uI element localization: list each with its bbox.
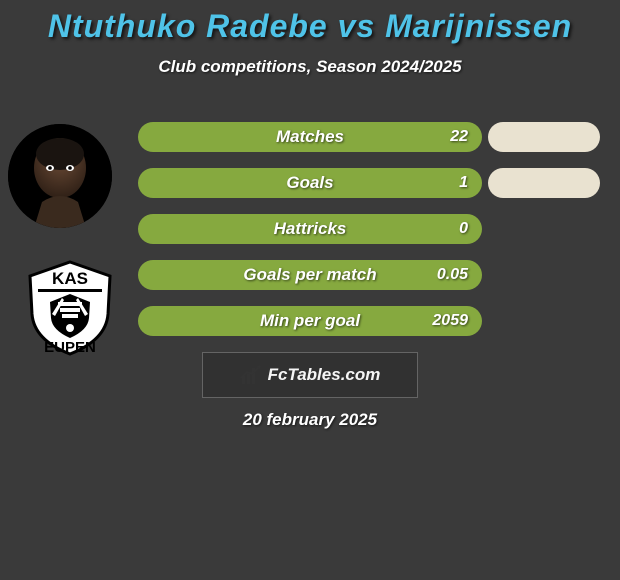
opponent-pill bbox=[488, 168, 600, 198]
stat-bar: Hattricks0 bbox=[138, 214, 482, 244]
svg-text:KAS: KAS bbox=[52, 269, 88, 288]
chart-icon bbox=[240, 364, 262, 386]
opponent-pill bbox=[488, 122, 600, 152]
stat-value: 1 bbox=[459, 168, 468, 198]
stat-value: 22 bbox=[450, 122, 468, 152]
avatar-placeholder-icon bbox=[8, 124, 112, 228]
stat-bar: Matches22 bbox=[138, 122, 482, 152]
stat-bar: Min per goal2059 bbox=[138, 306, 482, 336]
opponent-pills bbox=[488, 122, 600, 352]
player-avatar bbox=[8, 124, 112, 228]
club-badge-icon: KAS EUPEN bbox=[20, 258, 120, 358]
stat-bar: Goals per match0.05 bbox=[138, 260, 482, 290]
stat-value: 2059 bbox=[432, 306, 468, 336]
stat-bar: Goals1 bbox=[138, 168, 482, 198]
page-title: Ntuthuko Radebe vs Marijnissen bbox=[0, 0, 620, 45]
footer-brand-text: FcTables.com bbox=[268, 365, 381, 385]
club-badge: KAS EUPEN bbox=[20, 258, 120, 358]
svg-text:EUPEN: EUPEN bbox=[44, 339, 96, 356]
stat-value: 0.05 bbox=[437, 260, 468, 290]
stat-value: 0 bbox=[459, 214, 468, 244]
footer-date: 20 february 2025 bbox=[0, 410, 620, 430]
stat-bars: Matches22 Goals1 Hattricks0 Goals per match… bbox=[138, 122, 482, 352]
stat-label: Goals bbox=[138, 168, 482, 198]
footer-brand-box: FcTables.com bbox=[202, 352, 418, 398]
stat-label: Hattricks bbox=[138, 214, 482, 244]
stat-label: Matches bbox=[138, 122, 482, 152]
page-subtitle: Club competitions, Season 2024/2025 bbox=[0, 57, 620, 77]
stat-label: Goals per match bbox=[138, 260, 482, 290]
stat-label: Min per goal bbox=[138, 306, 482, 336]
